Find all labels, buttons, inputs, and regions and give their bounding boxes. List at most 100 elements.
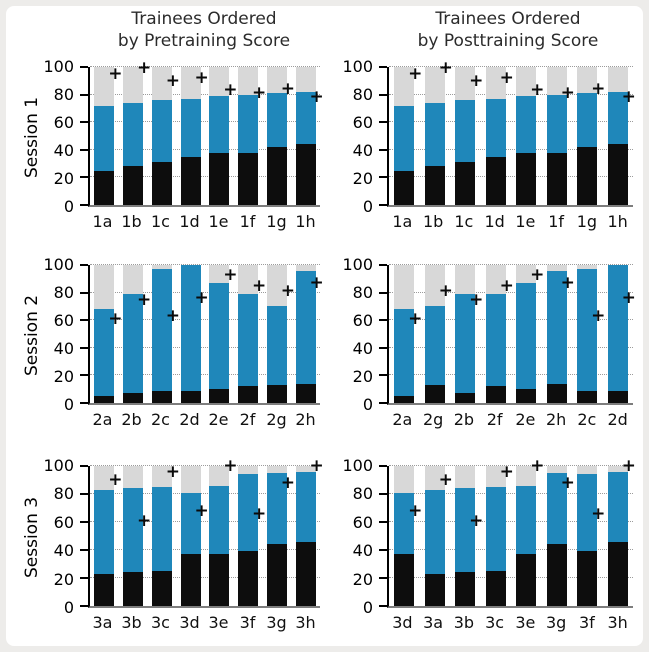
plus-marker-3b: +	[137, 510, 152, 531]
bar-segment-gray-1b	[123, 67, 144, 103]
x-tick-label-1d: 1d	[484, 212, 505, 231]
bar-segment-blue-1c	[151, 100, 172, 163]
bar-segment-black-1c	[455, 162, 476, 205]
x-tick-label-3h: 3h	[295, 613, 316, 632]
bar-segment-gray-2h	[546, 265, 567, 271]
bar-segment-blue-2b	[123, 293, 144, 394]
bar-segment-gray-3d	[180, 466, 201, 493]
bar-segment-gray-3b	[123, 466, 144, 489]
y-tick-40	[379, 148, 387, 151]
bar-segment-black-3d	[394, 554, 415, 606]
bar-segment-blue-2h	[295, 270, 316, 384]
x-tick-label-1g: 1g	[576, 212, 598, 231]
bar-segment-blue-1f	[546, 94, 567, 153]
bar-segment-blue-1g	[266, 93, 287, 148]
bar-segment-black-1h	[607, 144, 628, 205]
gridline-40	[90, 549, 320, 550]
bar-segment-gray-2f	[238, 265, 259, 294]
bar-segment-gray-2a	[394, 265, 415, 310]
plus-marker-1b: +	[438, 58, 453, 79]
bar-segment-blue-3f	[577, 474, 598, 552]
y-tick-label-80: 80	[53, 283, 74, 302]
x-tick-label-3g: 3g	[266, 613, 287, 632]
bar-segment-blue-2a	[394, 309, 415, 397]
x-tick-label-3d: 3d	[179, 613, 200, 632]
plus-marker-2g: +	[438, 281, 453, 302]
bar-segment-gray-3a	[94, 466, 115, 490]
bar-segment-blue-1d	[180, 98, 201, 157]
y-tick-80	[80, 493, 88, 495]
bar-segment-black-3h	[607, 541, 628, 606]
y-tick-100	[80, 66, 88, 68]
plot-area: + + + + + + + +	[379, 264, 636, 405]
bar-segment-blue-3g	[546, 473, 567, 545]
bar-segment-gray-2e	[516, 265, 537, 283]
bar-segment-black-2h	[295, 383, 316, 403]
plus-marker-3a: +	[108, 470, 123, 490]
x-tick-label-3c: 3c	[151, 613, 170, 632]
gridline-80	[389, 93, 633, 95]
bar-segment-gray-1g	[577, 67, 598, 94]
right-column-title-line1: Trainees Ordered	[435, 9, 581, 29]
gridline-20	[389, 577, 633, 578]
gridline-60	[90, 319, 320, 321]
y-tick-40	[80, 549, 88, 551]
y-tick-label-0: 0	[362, 598, 373, 617]
y-tick-0	[80, 402, 88, 404]
plus-marker-2b: +	[137, 289, 152, 310]
bar-segment-black-1d	[485, 156, 506, 205]
bar-segment-black-1b	[424, 166, 445, 205]
plus-marker-3b: +	[469, 510, 484, 531]
y-tick-20	[80, 374, 88, 377]
bar-segment-blue-3c	[151, 487, 172, 571]
gridline-100	[389, 66, 633, 67]
x-axis-labels: 1a 1b 1c 1d 1e 1f 1g 1h	[88, 212, 320, 231]
x-tick-label-3b: 3b	[453, 613, 475, 632]
bar-segment-blue-3c	[485, 487, 506, 571]
plus-marker-1c: +	[469, 70, 484, 91]
y-tick-label-100: 100	[43, 57, 74, 76]
gridline-40	[90, 346, 320, 348]
bar-segment-blue-3e	[209, 485, 230, 555]
bar-segment-blue-3h	[607, 471, 628, 542]
x-tick-label-3d: 3d	[392, 613, 413, 632]
subplot-session3-by-posttraining: 0 20 40 60 80 100 + + + + + + + + 3d 3a 3b 3c 3e 3g 3f 3h	[342, 457, 635, 633]
bar-segment-blue-1d	[485, 98, 506, 157]
y-tick-40	[379, 346, 387, 349]
bar-segment-blue-2g	[424, 306, 445, 386]
bar-segment-black-3f	[238, 551, 259, 606]
y-tick-label-100: 100	[342, 57, 373, 76]
plus-marker-3h: +	[621, 456, 636, 476]
plus-marker-3c: +	[165, 461, 180, 482]
bar-segment-gray-1c	[455, 67, 476, 101]
bar-segment-gray-3h	[295, 466, 316, 472]
x-tick-label-3c: 3c	[485, 613, 505, 632]
bar-segment-blue-2d	[607, 265, 628, 391]
y-tick-0	[379, 605, 387, 607]
plus-marker-3f: +	[252, 503, 267, 524]
x-tick-label-2f: 2f	[486, 410, 503, 429]
bar-segment-blue-2c	[577, 269, 598, 391]
plus-marker-1d: +	[194, 68, 209, 89]
plus-marker-3e: +	[530, 456, 545, 476]
y-axis-labels: 0 20 40 60 80 100	[34, 457, 80, 617]
bar-segment-black-3g	[546, 544, 567, 606]
bar-segment-gray-2a	[94, 265, 115, 310]
right-column-title-line2: by Posttraining Score	[417, 31, 599, 51]
left-column-title-line2: by Pretraining Score	[117, 31, 291, 51]
bar-segment-gray-2c	[151, 265, 172, 270]
plus-marker-3g: +	[560, 472, 575, 493]
bar-segment-blue-3d	[180, 492, 201, 555]
y-tick-40	[80, 148, 88, 151]
x-tick-label-3e: 3e	[515, 613, 536, 632]
y-axis-labels: 0 20 40 60 80 100	[333, 58, 379, 216]
plus-marker-2f: +	[499, 275, 514, 296]
bar-segment-blue-1e	[516, 95, 537, 153]
plus-marker-1e: +	[223, 80, 238, 101]
y-tick-100	[379, 465, 387, 467]
bar-segment-blue-1a	[94, 105, 115, 171]
bar-segment-gray-1e	[209, 67, 230, 96]
bar-segment-black-1c	[151, 162, 172, 205]
x-tick-label-2e: 2e	[208, 410, 229, 429]
y-tick-label-40: 40	[53, 339, 74, 358]
